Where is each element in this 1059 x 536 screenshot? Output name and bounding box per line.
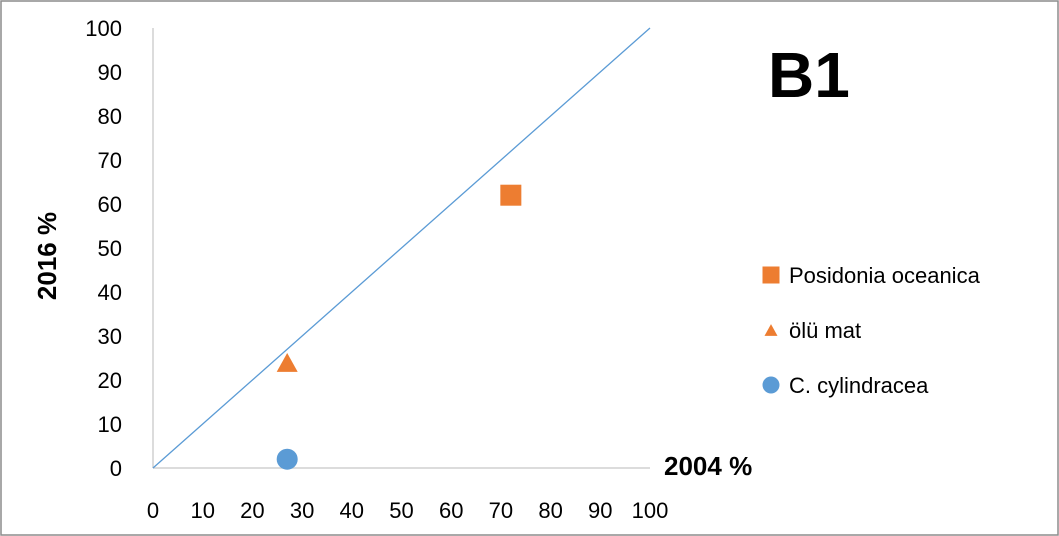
- y-tick-label: 0: [110, 456, 122, 481]
- reference-line: [152, 27, 651, 469]
- y-tick-label: 30: [98, 324, 122, 349]
- x-tick-label: 100: [632, 498, 669, 523]
- y-axis-title: 2016 %: [32, 212, 62, 300]
- data-point-circle: [276, 448, 298, 470]
- data-point-triangle: [276, 352, 298, 372]
- x-tick-label: 10: [190, 498, 214, 523]
- x-axis-title: 2004 %: [664, 451, 752, 481]
- legend: Posidonia oceanica ölü mat C. cylindracea: [762, 263, 981, 398]
- y-tick-label: 10: [98, 412, 122, 437]
- y-tick-label: 90: [98, 60, 122, 85]
- x-tick-label: 70: [489, 498, 513, 523]
- y-tick-label: 60: [98, 192, 122, 217]
- y-tick-label: 50: [98, 236, 122, 261]
- legend-entry-label: C. cylindracea: [789, 373, 929, 398]
- legend-entry-label: ölü mat: [789, 318, 861, 343]
- y-tick-label: 100: [85, 16, 122, 41]
- y-tick-label: 40: [98, 280, 122, 305]
- chart-title: B1: [768, 39, 850, 111]
- x-tick-label: 0: [147, 498, 159, 523]
- legend-entry-label: Posidonia oceanica: [789, 263, 981, 288]
- y-tick-label: 70: [98, 148, 122, 173]
- y-tick-label: 80: [98, 104, 122, 129]
- legend-marker-triangle: [764, 324, 778, 336]
- x-tick-label: 50: [389, 498, 413, 523]
- x-tick-label: 80: [538, 498, 562, 523]
- x-tick-label: 20: [240, 498, 264, 523]
- x-tick-label: 90: [588, 498, 612, 523]
- x-tick-label: 60: [439, 498, 463, 523]
- legend-marker-circle: [762, 376, 780, 394]
- x-tick-label: 30: [290, 498, 314, 523]
- y-tick-label: 20: [98, 368, 122, 393]
- x-tick-label: 40: [340, 498, 364, 523]
- data-point-square: [500, 184, 522, 206]
- legend-marker-square: [762, 266, 780, 284]
